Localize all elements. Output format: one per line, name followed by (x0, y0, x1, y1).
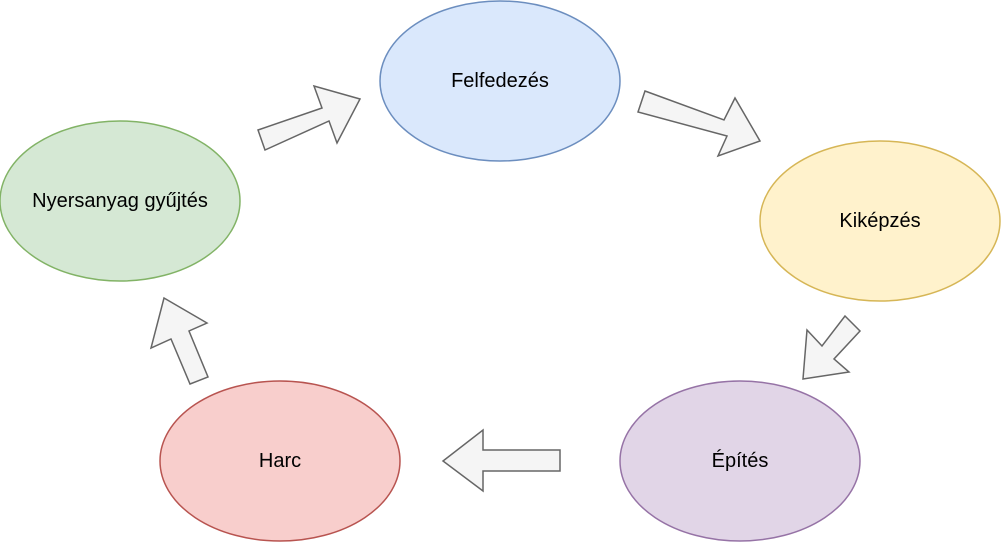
node-epites-ellipse (619, 380, 861, 542)
node-nyersanyag-ellipse (0, 120, 241, 282)
arrow-harc-to-nyersanyag (149, 296, 209, 385)
node-harc-label: Harc (259, 450, 301, 472)
arrow-epites-to-harc (441, 428, 561, 493)
node-harc[interactable]: Harc (159, 380, 401, 542)
arrow-kikepzes-to-epites (802, 314, 862, 380)
node-nyersanyag-gyujtes[interactable]: Nyersanyag gyűjtés (0, 120, 241, 282)
node-harc-ellipse (159, 380, 401, 542)
node-kikepzes[interactable]: Kiképzés (759, 140, 1001, 302)
arrow-nyersanyag-to-felfedezes (257, 84, 362, 152)
node-epites[interactable]: Építés (619, 380, 861, 542)
node-epites-label: Építés (712, 449, 769, 472)
arrow-felfedezes-to-kikepzes (637, 90, 762, 158)
node-felfedezes[interactable]: Felfedezés (379, 0, 621, 162)
node-kikepzes-ellipse (759, 140, 1001, 302)
node-kikepzes-label: Kiképzés (839, 210, 920, 232)
node-nyersanyag-label: Nyersanyag gyűjtés (32, 190, 208, 212)
node-felfedezes-ellipse (379, 0, 621, 162)
node-felfedezes-label: Felfedezés (451, 70, 549, 92)
